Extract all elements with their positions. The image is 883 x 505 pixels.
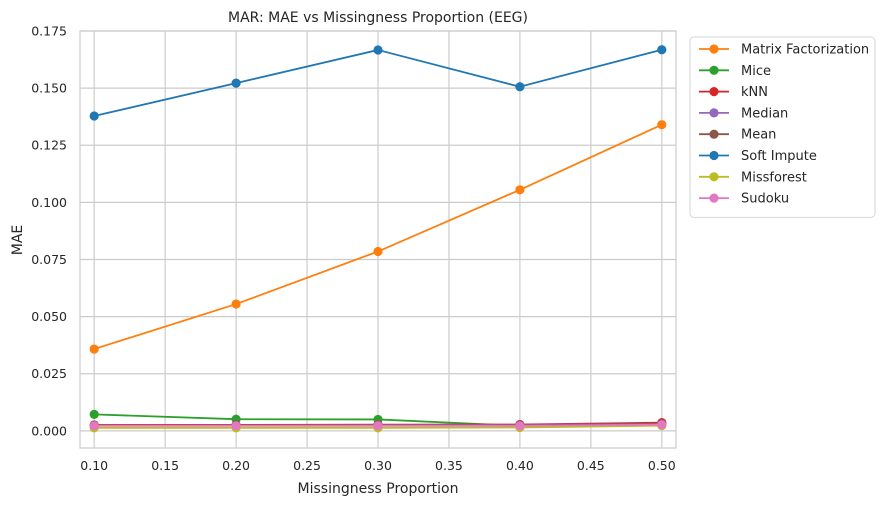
- x-tick-label: 0.45: [577, 458, 605, 473]
- data-point: [373, 421, 383, 431]
- data-point: [89, 111, 99, 121]
- y-tick-label: 0.000: [31, 423, 67, 438]
- legend: Matrix Factorization Mice kNN Median Mean Sof…: [689, 36, 876, 218]
- legend-marker: [709, 172, 719, 182]
- y-axis: 0.000 0.025 0.050 0.075 0.100 0.125 0.150 0.175: [31, 24, 67, 439]
- grid: [79, 30, 677, 449]
- legend-item: Sudoku: [699, 192, 789, 207]
- series-matrix-factorization: [89, 120, 667, 354]
- data-point: [89, 421, 99, 431]
- x-tick-label: 0.40: [506, 458, 534, 473]
- x-tick-label: 0.50: [648, 458, 676, 473]
- y-tick-label: 0.125: [31, 138, 67, 153]
- legend-label: Mice: [741, 64, 771, 79]
- x-tick-label: 0.15: [151, 458, 179, 473]
- x-axis: 0.10 0.15 0.20 0.25 0.30 0.35 0.40 0.45 0.50: [80, 458, 675, 473]
- legend-item: Mice: [699, 64, 771, 79]
- data-point: [231, 299, 241, 309]
- legend-marker: [709, 193, 719, 203]
- data-point: [231, 78, 241, 88]
- data-point: [657, 45, 667, 55]
- y-tick-label: 0.150: [31, 81, 67, 96]
- y-tick-label: 0.050: [31, 309, 67, 324]
- x-tick-label: 0.30: [364, 458, 392, 473]
- legend-marker: [709, 87, 719, 97]
- data-point: [89, 344, 99, 354]
- x-axis-label: Missingness Proportion: [298, 481, 459, 497]
- legend-label: Sudoku: [741, 192, 789, 207]
- legend-item: Missforest: [699, 170, 807, 185]
- legend-item: kNN: [699, 85, 768, 100]
- legend-frame: [689, 36, 876, 218]
- legend-marker: [709, 108, 719, 118]
- y-tick-label: 0.075: [31, 252, 67, 267]
- data-point: [89, 409, 99, 420]
- legend-marker: [709, 44, 719, 54]
- data-point: [515, 82, 525, 92]
- data-point: [231, 421, 241, 431]
- y-tick-label: 0.025: [31, 366, 67, 381]
- legend-item: Soft Impute: [699, 149, 817, 164]
- legend-label: Matrix Factorization: [741, 43, 869, 58]
- y-axis-label: MAE: [10, 225, 26, 256]
- legend-marker: [709, 129, 719, 139]
- legend-label: Mean: [741, 128, 776, 143]
- legend-marker: [709, 65, 719, 75]
- x-tick-label: 0.35: [435, 458, 463, 473]
- data-point: [515, 185, 525, 195]
- series-soft-impute: [89, 45, 667, 121]
- legend-label: Soft Impute: [741, 149, 817, 164]
- x-tick-label: 0.20: [222, 458, 250, 473]
- data-point: [657, 120, 667, 130]
- legend-label: Median: [741, 106, 788, 121]
- legend-label: Missforest: [741, 170, 807, 185]
- data-point: [515, 421, 525, 431]
- legend-item: Mean: [699, 128, 776, 143]
- series-layer: [89, 45, 667, 433]
- series-sudoku: [89, 420, 667, 431]
- legend-marker: [709, 150, 719, 161]
- y-tick-label: 0.175: [31, 24, 67, 39]
- data-point: [373, 45, 383, 55]
- data-point: [373, 246, 383, 257]
- legend-item: Median: [699, 106, 788, 121]
- legend-label: kNN: [741, 85, 768, 100]
- legend-item: Matrix Factorization: [699, 43, 869, 58]
- x-tick-label: 0.25: [293, 458, 321, 473]
- data-point: [657, 420, 667, 430]
- y-tick-label: 0.100: [31, 195, 67, 210]
- x-tick-label: 0.10: [80, 458, 108, 473]
- chart-title: MAR: MAE vs Missingness Proportion (EEG): [228, 10, 528, 26]
